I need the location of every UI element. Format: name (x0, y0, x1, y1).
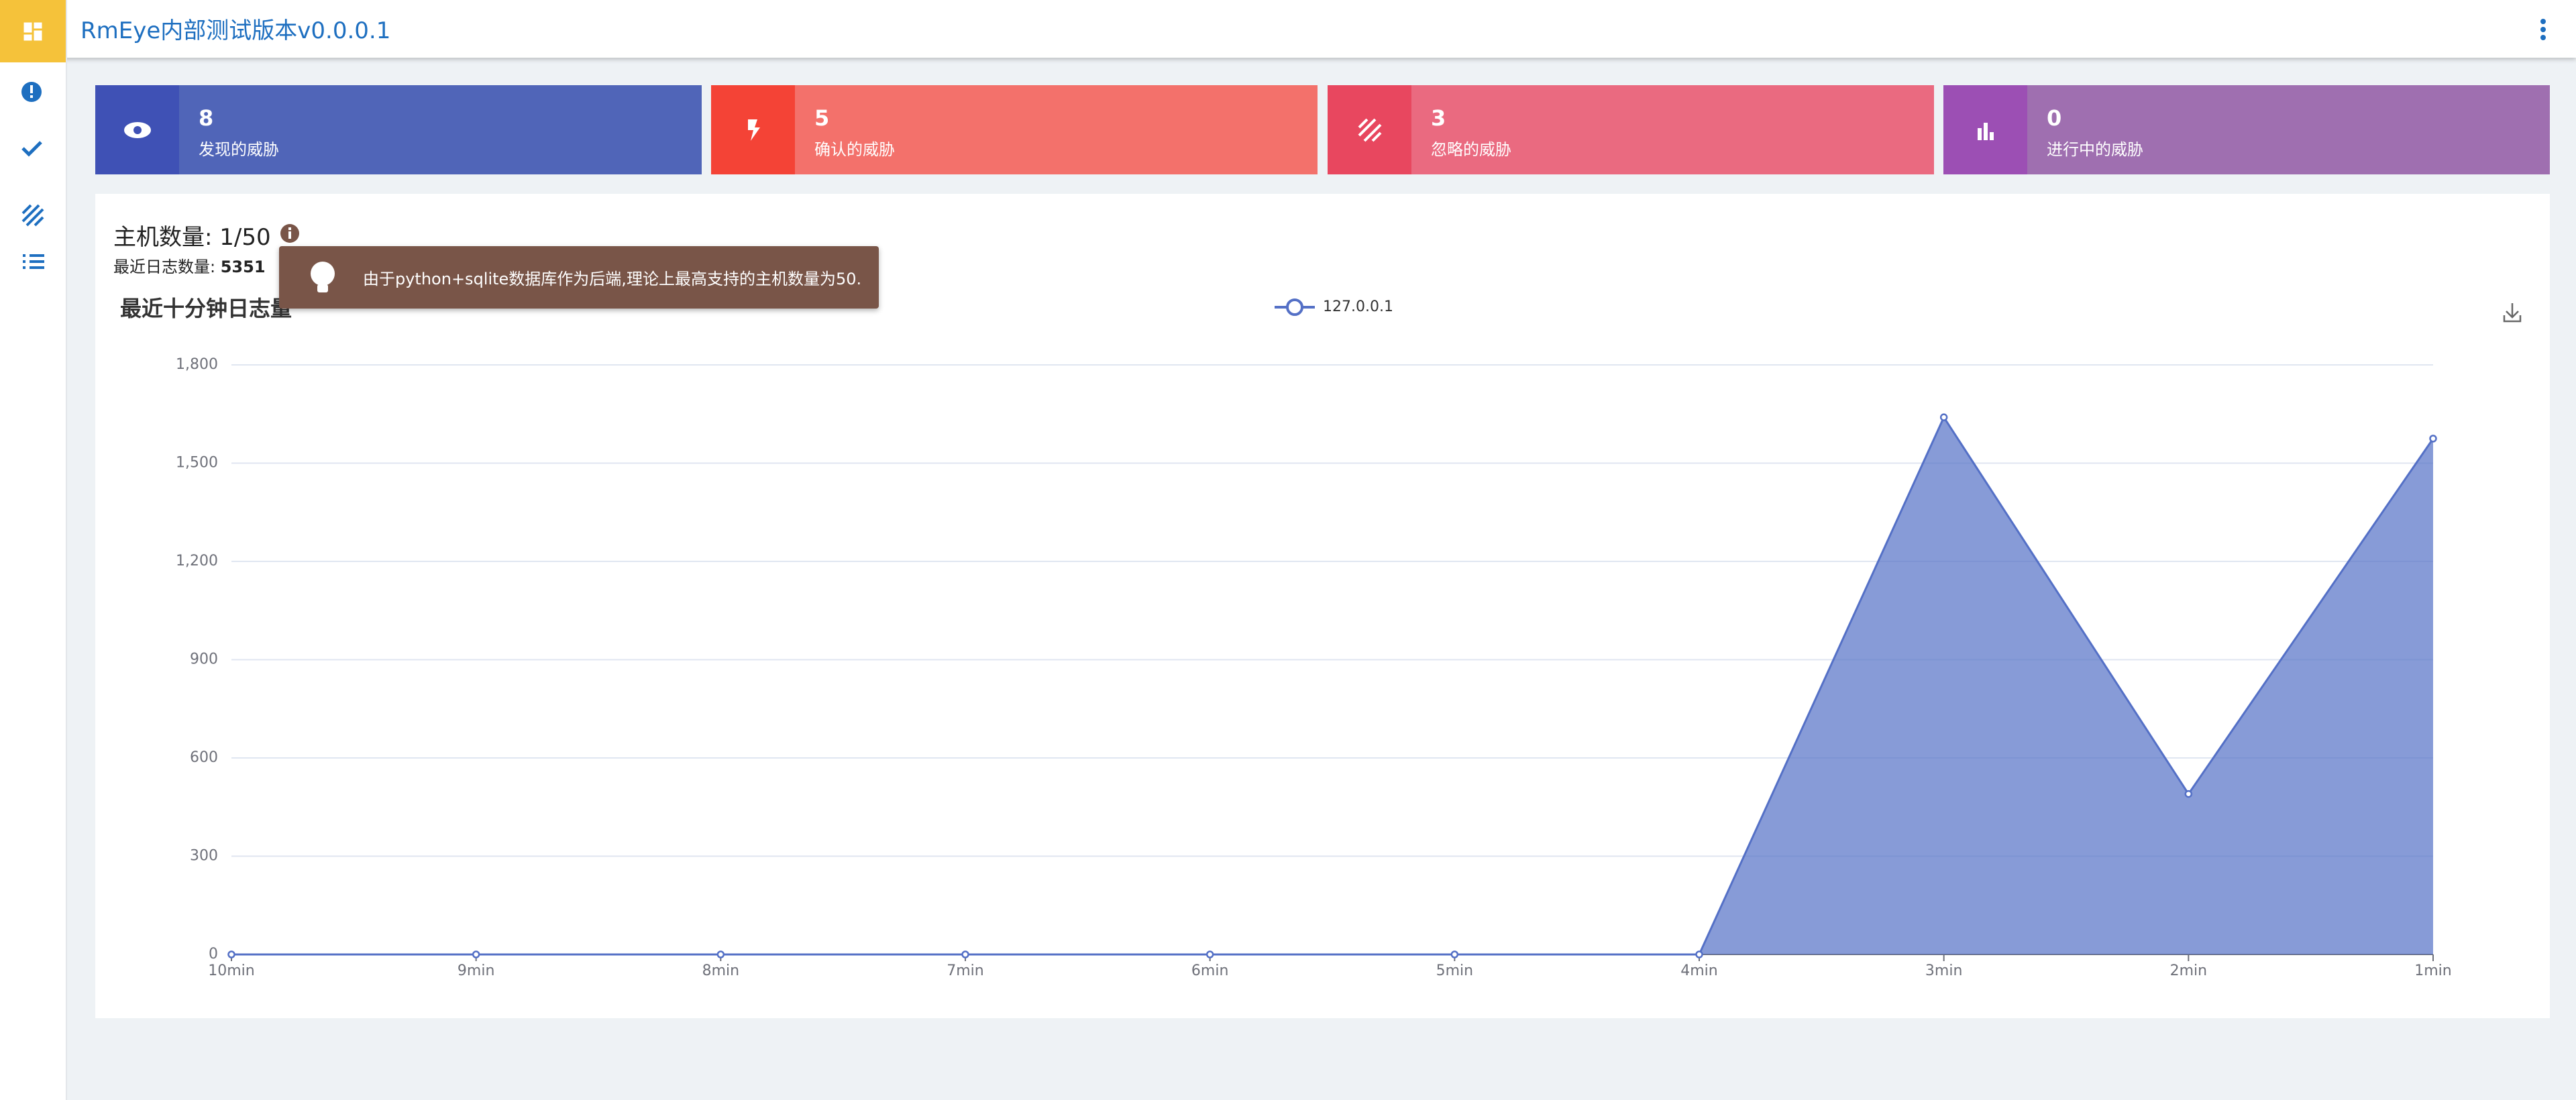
card-value: 8 (199, 105, 214, 131)
chart-title: 最近十分钟日志量 (120, 296, 292, 321)
area (231, 417, 2433, 954)
info-icon[interactable] (280, 223, 300, 243)
point (1695, 950, 1703, 958)
point (472, 950, 480, 958)
point (2429, 435, 2437, 443)
y-tick-label: 300 (190, 848, 218, 865)
card-value: 0 (2047, 105, 2062, 131)
stat-card[interactable]: 0 进行中的威胁 (1943, 85, 2550, 174)
card-value: 5 (814, 105, 830, 131)
point (1939, 413, 1948, 421)
y-tick-label: 600 (190, 749, 218, 766)
logo-button[interactable] (0, 0, 66, 62)
card-icon (1943, 85, 2027, 174)
dashboard-icon (23, 22, 42, 40)
log-count-label: 最近日志数量: (113, 258, 216, 276)
check-icon[interactable] (21, 141, 42, 157)
y-tick-label: 0 (209, 946, 218, 963)
x-tick-label: 6min (1191, 963, 1228, 979)
card-label: 忽略的威胁 (1431, 140, 1511, 159)
download-icon[interactable] (2503, 303, 2522, 323)
pattern-icon (1358, 118, 1381, 142)
tooltip: 由于python+sqlite数据库作为后端,理论上最高支持的主机数量为50. (279, 246, 879, 309)
menu-button[interactable] (2533, 16, 2553, 43)
app-title: RmEye内部测试版本v0.0.0.1 (80, 17, 391, 44)
y-tick-label: 1,500 (176, 455, 218, 472)
point (961, 950, 969, 958)
point (1205, 950, 1214, 958)
host-count: 主机数量: 1/50 (113, 224, 271, 251)
card-label: 确认的威胁 (814, 140, 895, 159)
card-value: 3 (1431, 105, 1446, 131)
x-tick-label: 3min (1925, 963, 1962, 979)
eye-icon (123, 121, 151, 138)
x-tick-label: 7min (947, 963, 983, 979)
stat-card[interactable]: 3 忽略的威胁 (1328, 85, 1934, 174)
x-tick-label: 1min (2414, 963, 2451, 979)
stat-card[interactable]: 5 确认的威胁 (711, 85, 1318, 174)
alert-icon[interactable] (21, 82, 42, 102)
y-tick-label: 1,800 (176, 356, 218, 373)
x-tick-label: 9min (458, 963, 494, 979)
point (227, 950, 235, 958)
list-icon[interactable] (23, 254, 44, 269)
x-tick-label: 5min (1436, 963, 1473, 979)
sidebar (0, 0, 67, 1100)
x-tick-label: 2min (2170, 963, 2207, 979)
log-count-row: 最近日志数量: 5351 (113, 254, 266, 277)
legend-marker (1286, 298, 1303, 316)
legend-label: 127.0.0.1 (1323, 298, 1393, 315)
y-tick-label: 900 (190, 651, 218, 668)
x-tick-label: 4min (1680, 963, 1717, 979)
tooltip-text: 由于python+sqlite数据库作为后端,理论上最高支持的主机数量为50. (363, 270, 862, 288)
bolt-icon (747, 119, 760, 141)
card-icon (95, 85, 179, 174)
sidebar-icons (21, 82, 44, 269)
stat-card[interactable]: 8 发现的威胁 (95, 85, 702, 174)
card-icon (711, 85, 795, 174)
pattern-icon[interactable] (21, 204, 44, 227)
point (1450, 950, 1459, 958)
top-bar (0, 0, 2576, 58)
y-tick-label: 1,200 (176, 553, 218, 569)
bar-icon (1977, 122, 1994, 140)
x-tick-label: 10min (208, 963, 254, 979)
point (2184, 789, 2193, 798)
card-label: 进行中的威胁 (2047, 140, 2143, 159)
bulb-icon (311, 261, 335, 292)
line (231, 415, 2434, 956)
card-label: 发现的威胁 (199, 140, 279, 159)
x-tick-label: 8min (702, 963, 739, 979)
log-count: 5351 (220, 258, 266, 276)
point (716, 950, 725, 958)
card-icon (1328, 85, 1411, 174)
